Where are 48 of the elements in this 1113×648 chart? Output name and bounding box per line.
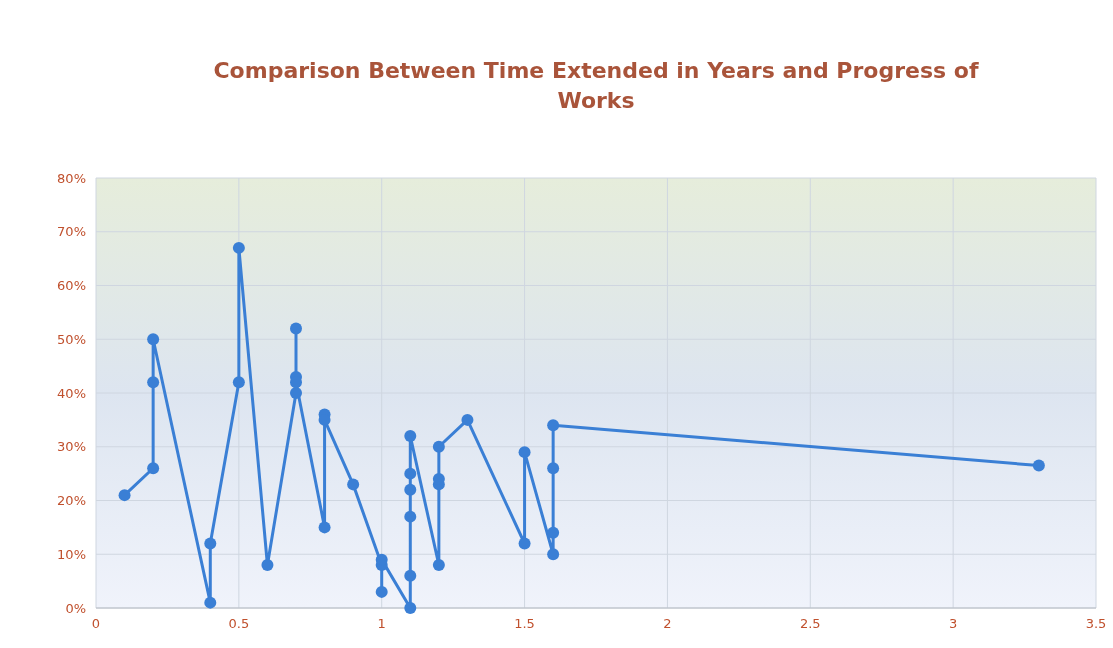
point: [147, 376, 160, 389]
x-tick-label: 1.5: [514, 616, 535, 631]
x-tick-label: 0.5: [228, 616, 250, 631]
point: [518, 537, 531, 550]
x-tick-label: 3: [949, 616, 958, 631]
point: [261, 559, 274, 571]
point: [347, 478, 360, 491]
point: [204, 537, 217, 550]
y-tick-label: 60%: [57, 278, 86, 294]
point: [547, 419, 560, 432]
point: [547, 526, 560, 539]
y-tick-label: 20%: [57, 493, 86, 509]
point: [461, 413, 474, 426]
x-tick-label: 1: [377, 616, 386, 631]
y-tick-label: 70%: [57, 224, 86, 240]
point: [290, 387, 302, 399]
point: [147, 333, 160, 346]
chart-title: Comparison Between Time Extended in Years and Progress of Works: [213, 58, 979, 113]
x-tick-label: 2: [663, 616, 672, 631]
point: [147, 462, 160, 475]
y-tick-label: 0%: [65, 600, 86, 616]
point: [404, 483, 417, 496]
point: [232, 376, 245, 389]
x-tick-label: 2.5: [799, 616, 821, 631]
point: [404, 510, 417, 523]
point: [432, 440, 445, 453]
point: [118, 489, 131, 502]
point: [1032, 459, 1045, 472]
y-tick-label: 80%: [57, 170, 86, 186]
point: [404, 430, 417, 442]
point: [204, 596, 217, 609]
point: [547, 462, 560, 475]
point: [404, 602, 417, 614]
point: [432, 559, 445, 571]
y-tick-label: 40%: [57, 385, 86, 401]
y-tick-label: 30%: [57, 439, 86, 455]
point: [318, 521, 331, 534]
point: [404, 467, 417, 480]
point: [404, 569, 417, 582]
point: [518, 446, 531, 459]
y-tick-label: 10%: [57, 546, 86, 562]
point: [232, 241, 245, 254]
point: [547, 548, 560, 561]
point: [290, 322, 302, 335]
point: [375, 585, 388, 598]
y-tick-label: 50%: [57, 331, 86, 347]
x-tick-label: 3.5: [1085, 616, 1107, 631]
x-tick-label: 0: [91, 616, 101, 631]
